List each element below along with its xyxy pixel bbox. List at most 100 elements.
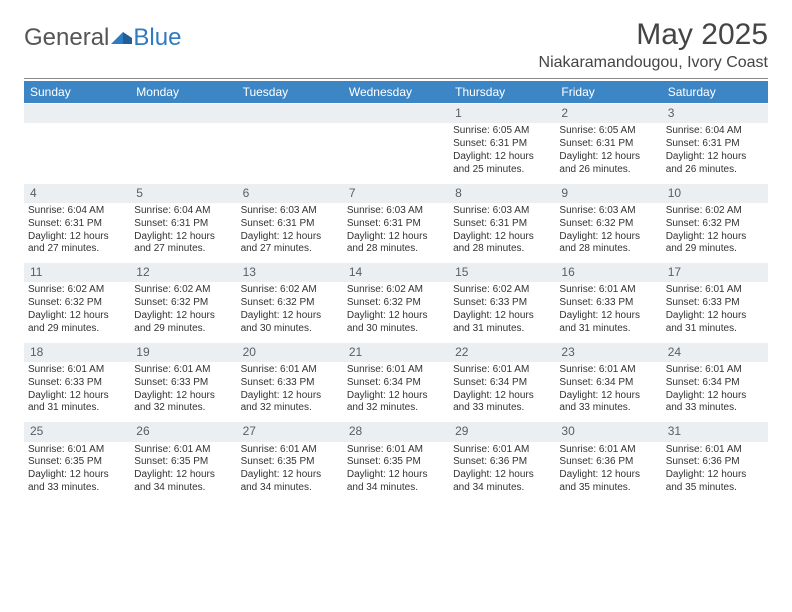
- day-number: 19: [130, 342, 236, 362]
- calendar-row: 4Sunrise: 6:04 AMSunset: 6:31 PMDaylight…: [24, 183, 768, 263]
- daylight-line: Daylight: 12 hours and 26 minutes.: [666, 151, 764, 177]
- sunset-line: Sunset: 6:36 PM: [453, 456, 551, 469]
- day-body: Sunrise: 6:02 AMSunset: 6:32 PMDaylight:…: [343, 282, 449, 341]
- calendar-row: 1Sunrise: 6:05 AMSunset: 6:31 PMDaylight…: [24, 103, 768, 183]
- day-number: 30: [555, 421, 661, 441]
- dow-friday: Friday: [555, 81, 661, 103]
- day-number: 13: [237, 262, 343, 282]
- sunrise-line: Sunrise: 6:02 AM: [347, 284, 445, 297]
- sunrise-line: Sunrise: 6:03 AM: [559, 205, 657, 218]
- sunset-line: Sunset: 6:31 PM: [28, 218, 126, 231]
- calendar-cell: 7Sunrise: 6:03 AMSunset: 6:31 PMDaylight…: [343, 183, 449, 263]
- calendar-cell: 12Sunrise: 6:02 AMSunset: 6:32 PMDayligh…: [130, 262, 236, 342]
- day-body: Sunrise: 6:01 AMSunset: 6:34 PMDaylight:…: [343, 362, 449, 421]
- day-body: Sunrise: 6:01 AMSunset: 6:34 PMDaylight:…: [662, 362, 768, 421]
- calendar-cell: 27Sunrise: 6:01 AMSunset: 6:35 PMDayligh…: [237, 421, 343, 501]
- sunset-line: Sunset: 6:33 PM: [28, 377, 126, 390]
- day-body: Sunrise: 6:02 AMSunset: 6:32 PMDaylight:…: [130, 282, 236, 341]
- sunrise-line: Sunrise: 6:04 AM: [134, 205, 232, 218]
- day-body-empty: [130, 123, 236, 181]
- sunset-line: Sunset: 6:35 PM: [134, 456, 232, 469]
- sunset-line: Sunset: 6:32 PM: [347, 297, 445, 310]
- sunset-line: Sunset: 6:33 PM: [453, 297, 551, 310]
- calendar-cell: 18 Sunrise: 6:01 AMSunset: 6:33 PMDayligh…: [24, 342, 130, 422]
- day-number: 14: [343, 262, 449, 282]
- day-body-empty: [24, 123, 130, 181]
- calendar-cell: 17Sunrise: 6:01 AMSunset: 6:33 PMDayligh…: [662, 262, 768, 342]
- calendar-cell: 29Sunrise: 6:01 AMSunset: 6:36 PMDayligh…: [449, 421, 555, 501]
- calendar-cell: 8Sunrise: 6:03 AMSunset: 6:31 PMDaylight…: [449, 183, 555, 263]
- sunset-line: Sunset: 6:35 PM: [241, 456, 339, 469]
- day-number: 16: [555, 262, 661, 282]
- sunrise-line: Sunrise: 6:01 AM: [134, 444, 232, 457]
- calendar-row: 11Sunrise: 6:02 AMSunset: 6:32 PMDayligh…: [24, 262, 768, 342]
- sunset-line: Sunset: 6:33 PM: [241, 377, 339, 390]
- sunset-line: Sunset: 6:31 PM: [666, 138, 764, 151]
- sunset-line: Sunset: 6:34 PM: [666, 377, 764, 390]
- daylight-line: Daylight: 12 hours and 34 minutes.: [134, 469, 232, 495]
- calendar-cell: 5Sunrise: 6:04 AMSunset: 6:31 PMDaylight…: [130, 183, 236, 263]
- calendar-table: Sunday Monday Tuesday Wednesday Thursday…: [24, 81, 768, 501]
- day-body: Sunrise: 6:02 AMSunset: 6:32 PMDaylight:…: [662, 203, 768, 262]
- sunrise-line: Sunrise: 6:04 AM: [666, 125, 764, 138]
- day-body: Sunrise: 6:02 AMSunset: 6:32 PMDaylight:…: [237, 282, 343, 341]
- calendar-cell: 9Sunrise: 6:03 AMSunset: 6:32 PMDaylight…: [555, 183, 661, 263]
- sunset-line: Sunset: 6:34 PM: [453, 377, 551, 390]
- day-body: Sunrise: 6:01 AMSunset: 6:35 PMDaylight:…: [343, 442, 449, 501]
- sunrise-line: Sunrise: 6:01 AM: [28, 444, 126, 457]
- day-number: 22: [449, 342, 555, 362]
- sunrise-line: Sunrise: 6:01 AM: [453, 364, 551, 377]
- dow-saturday: Saturday: [662, 81, 768, 103]
- day-body: Sunrise: 6:02 AMSunset: 6:32 PMDaylight:…: [24, 282, 130, 341]
- calendar-cell: [130, 103, 236, 183]
- day-number: 10: [662, 183, 768, 203]
- daylight-line: Daylight: 12 hours and 33 minutes.: [453, 390, 551, 416]
- daylight-line: Daylight: 12 hours and 31 minutes.: [559, 310, 657, 336]
- day-number-empty: [237, 103, 343, 123]
- daylight-line: Daylight: 12 hours and 30 minutes.: [347, 310, 445, 336]
- calendar-cell: 26Sunrise: 6:01 AMSunset: 6:35 PMDayligh…: [130, 421, 236, 501]
- day-number: 7: [343, 183, 449, 203]
- month-title: May 2025: [539, 18, 768, 52]
- sunrise-line: Sunrise: 6:04 AM: [28, 205, 126, 218]
- calendar-page: General Blue May 2025 Niakaramandougou, …: [0, 0, 792, 513]
- calendar-cell: 15Sunrise: 6:02 AMSunset: 6:33 PMDayligh…: [449, 262, 555, 342]
- daylight-line: Daylight: 12 hours and 27 minutes.: [134, 231, 232, 257]
- daylight-line: Daylight: 12 hours and 28 minutes.: [559, 231, 657, 257]
- dow-sunday: Sunday: [24, 81, 130, 103]
- sunrise-line: Sunrise: 6:01 AM: [559, 444, 657, 457]
- brand-mark-icon: [111, 28, 133, 46]
- location-subtitle: Niakaramandougou, Ivory Coast: [539, 54, 768, 72]
- daylight-line: Daylight: 12 hours and 28 minutes.: [347, 231, 445, 257]
- daylight-line: Daylight: 12 hours and 34 minutes.: [347, 469, 445, 495]
- sunrise-line: Sunrise: 6:01 AM: [347, 364, 445, 377]
- day-body: Sunrise: 6:02 AMSunset: 6:33 PMDaylight:…: [449, 282, 555, 341]
- daylight-line: Daylight: 12 hours and 31 minutes.: [28, 390, 126, 416]
- day-number-empty: [130, 103, 236, 123]
- day-number: 17: [662, 262, 768, 282]
- sunrise-line: Sunrise: 6:01 AM: [241, 444, 339, 457]
- day-body: Sunrise: 6:03 AMSunset: 6:31 PMDaylight:…: [343, 203, 449, 262]
- header-rule: [24, 78, 768, 79]
- day-body: Sunrise: 6:01 AMSunset: 6:36 PMDaylight:…: [449, 442, 555, 501]
- page-header: General Blue May 2025 Niakaramandougou, …: [24, 18, 768, 72]
- calendar-cell: 16Sunrise: 6:01 AMSunset: 6:33 PMDayligh…: [555, 262, 661, 342]
- daylight-line: Daylight: 12 hours and 31 minutes.: [666, 310, 764, 336]
- sunrise-line: Sunrise: 6:01 AM: [241, 364, 339, 377]
- day-body: Sunrise: 6:04 AMSunset: 6:31 PMDaylight:…: [130, 203, 236, 262]
- sunset-line: Sunset: 6:31 PM: [347, 218, 445, 231]
- day-body: Sunrise: 6:01 AMSunset: 6:34 PMDaylight:…: [449, 362, 555, 421]
- sunrise-line: Sunrise: 6:02 AM: [241, 284, 339, 297]
- sunset-line: Sunset: 6:35 PM: [347, 456, 445, 469]
- sunset-line: Sunset: 6:35 PM: [28, 456, 126, 469]
- sunset-line: Sunset: 6:32 PM: [559, 218, 657, 231]
- day-number: 18: [24, 342, 130, 362]
- sunrise-line: Sunrise: 6:01 AM: [134, 364, 232, 377]
- calendar-cell: 24Sunrise: 6:01 AMSunset: 6:34 PMDayligh…: [662, 342, 768, 422]
- day-body: Sunrise: 6:01 AMSunset: 6:33 PMDaylight:…: [130, 362, 236, 421]
- calendar-cell: 19Sunrise: 6:01 AMSunset: 6:33 PMDayligh…: [130, 342, 236, 422]
- sunrise-line: Sunrise: 6:01 AM: [28, 364, 126, 377]
- sunset-line: Sunset: 6:31 PM: [453, 138, 551, 151]
- daylight-line: Daylight: 12 hours and 25 minutes.: [453, 151, 551, 177]
- day-number: 5: [130, 183, 236, 203]
